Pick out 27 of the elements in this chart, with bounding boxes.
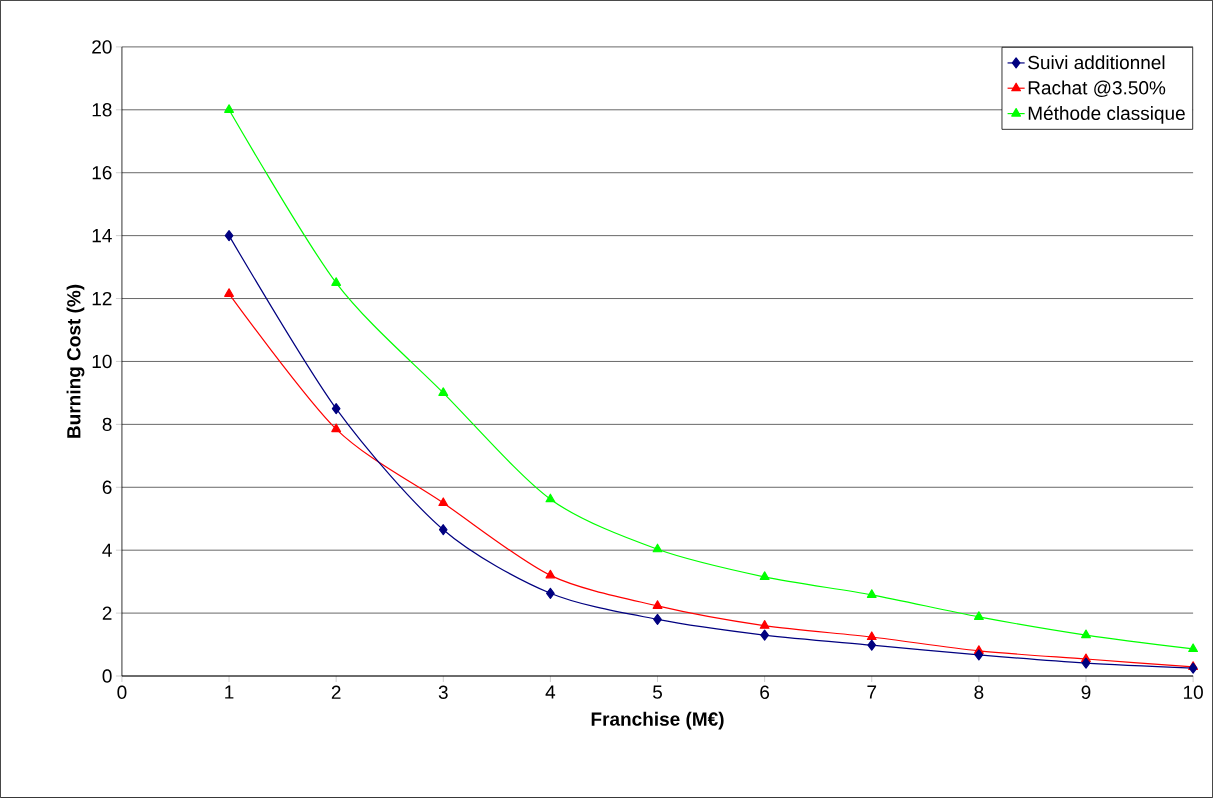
x-tick-label: 4 [545,685,556,699]
legend-label: Méthode classique [1028,105,1185,124]
x-tick-label: 6 [760,685,770,700]
y-tick-label: 4 [102,543,112,557]
x-axis-title: Franchise (M€) [591,711,724,730]
x-tick-label: 1 [225,685,234,699]
x-tick-label: 2 [331,685,341,699]
legend-label: Rachat @3.50% [1028,80,1166,97]
y-tick-label: 2 [102,606,112,620]
y-tick-label: 8 [102,417,112,432]
x-tick-label: 9 [1081,685,1091,700]
legend-label: Suivi additionnel [1028,55,1165,70]
y-tick-label: 12 [92,291,112,306]
y-tick-label: 16 [92,166,112,180]
x-tick-label: 10 [1183,685,1203,700]
y-tick-label: 14 [92,229,112,243]
x-tick-label: 0 [117,685,127,700]
y-tick-label: 20 [92,40,112,54]
x-tick-label: 7 [867,685,877,699]
y-tick-label: 0 [102,669,112,683]
x-tick-label: 5 [652,685,662,699]
x-tick-label: 8 [974,685,984,700]
y-axis-title: Burning Cost (%) [66,284,85,438]
y-tick-label: 18 [92,103,112,117]
y-tick-label: 10 [92,354,112,369]
x-tick-label: 3 [438,685,448,700]
y-tick-label: 6 [102,480,112,495]
